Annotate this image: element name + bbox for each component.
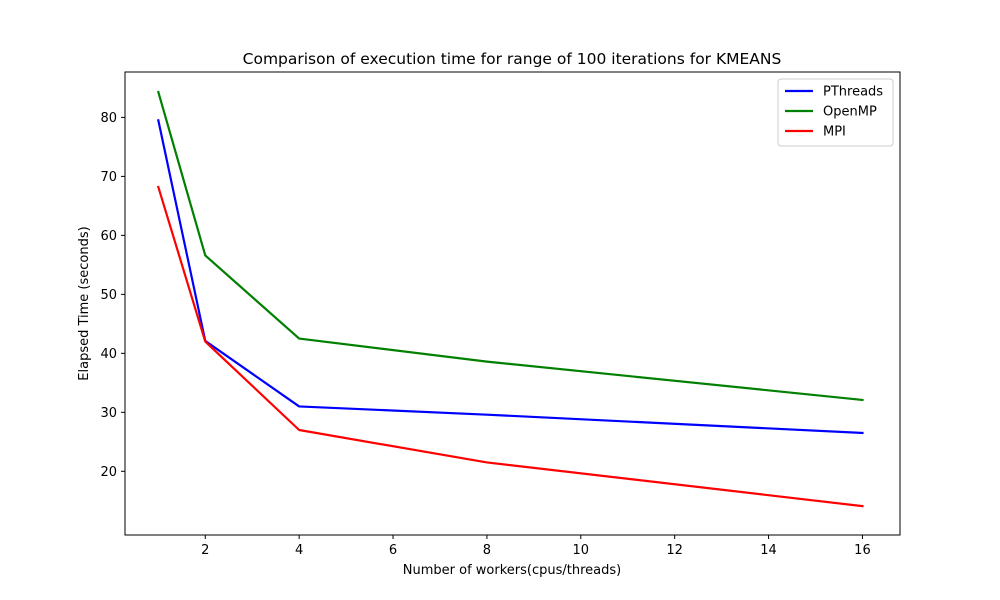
y-tick-label: 50 — [100, 288, 117, 303]
series-line-openmp — [156, 90, 864, 402]
y-tick-label: 80 — [100, 111, 117, 126]
series-line-pthreads — [157, 119, 864, 435]
x-axis-label: Number of workers(cpus/threads) — [403, 563, 621, 578]
y-axis-label: Elapsed Time (seconds) — [77, 226, 92, 380]
x-tick-label: 12 — [666, 543, 683, 558]
y-tick-label: 60 — [100, 229, 117, 244]
legend: PThreads OpenMP MPI — [777, 78, 894, 147]
series-lines — [156, 90, 864, 508]
x-tick-label: 6 — [389, 543, 397, 558]
legend-label-pthreads: PThreads — [823, 85, 883, 100]
x-tick-label: 10 — [573, 543, 590, 558]
x-tick-label: 14 — [760, 543, 777, 558]
y-tick-label: 20 — [100, 465, 117, 480]
x-axis: 2 4 6 8 10 12 14 16 — [201, 535, 871, 558]
plot-area-frame — [124, 71, 901, 536]
y-tick-label: 30 — [100, 406, 117, 421]
chart-title: Comparison of execution time for range o… — [243, 50, 782, 68]
x-tick-label: 4 — [295, 543, 303, 558]
x-tick-label: 8 — [483, 543, 491, 558]
legend-box — [777, 78, 894, 147]
x-tick-label: 16 — [854, 543, 871, 558]
legend-label-openmp: OpenMP — [823, 105, 877, 120]
y-tick-label: 70 — [100, 170, 117, 185]
y-tick-label: 40 — [100, 347, 117, 362]
x-tick-label: 2 — [201, 543, 209, 558]
y-axis: 20 30 40 50 60 70 80 — [100, 111, 125, 480]
series-line-mpi — [156, 185, 864, 508]
legend-label-mpi: MPI — [823, 125, 846, 140]
